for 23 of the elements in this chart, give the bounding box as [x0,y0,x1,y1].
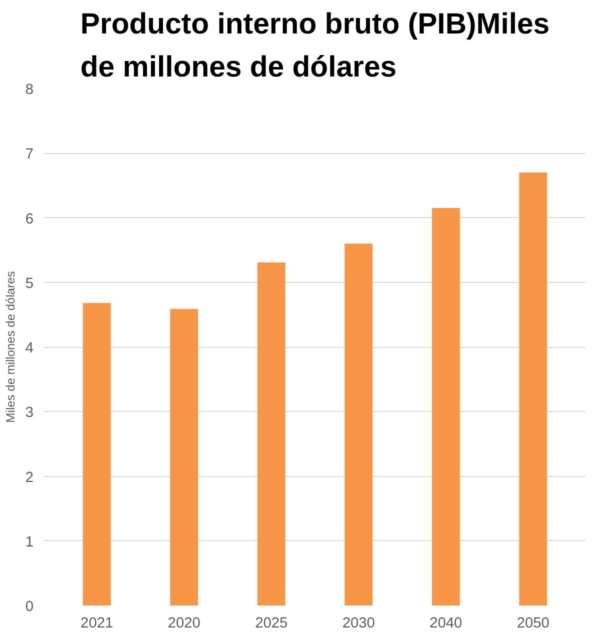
bar [344,244,373,606]
x-tick-label: 2021 [80,616,114,632]
y-tick-label: 1 [25,534,34,550]
y-tick-label: 3 [25,405,34,422]
bar [432,208,460,606]
bar [519,172,548,606]
bar [257,262,286,606]
y-tick-label: 8 [25,82,34,98]
x-tick-label: 2025 [255,616,288,632]
y-tick-label: 4 [25,340,34,356]
y-tick-label: 7 [25,146,34,163]
y-tick-label: 5 [25,276,34,292]
bar [82,303,111,606]
chart-title: Producto interno bruto (PIB)Miles de millones de dólares [80,8,550,84]
x-tick-label: 2030 [342,616,375,632]
x-tick-label: 2020 [168,616,200,632]
y-tick-label: 2 [25,470,34,486]
x-tick-label: 2040 [430,616,462,632]
y-axis-title: Miles de millones de dólares [3,271,18,423]
y-tick-label: 0 [25,599,34,615]
y-tick-label: 6 [25,211,34,228]
bar [170,308,198,606]
x-tick-label: 2050 [516,616,550,632]
